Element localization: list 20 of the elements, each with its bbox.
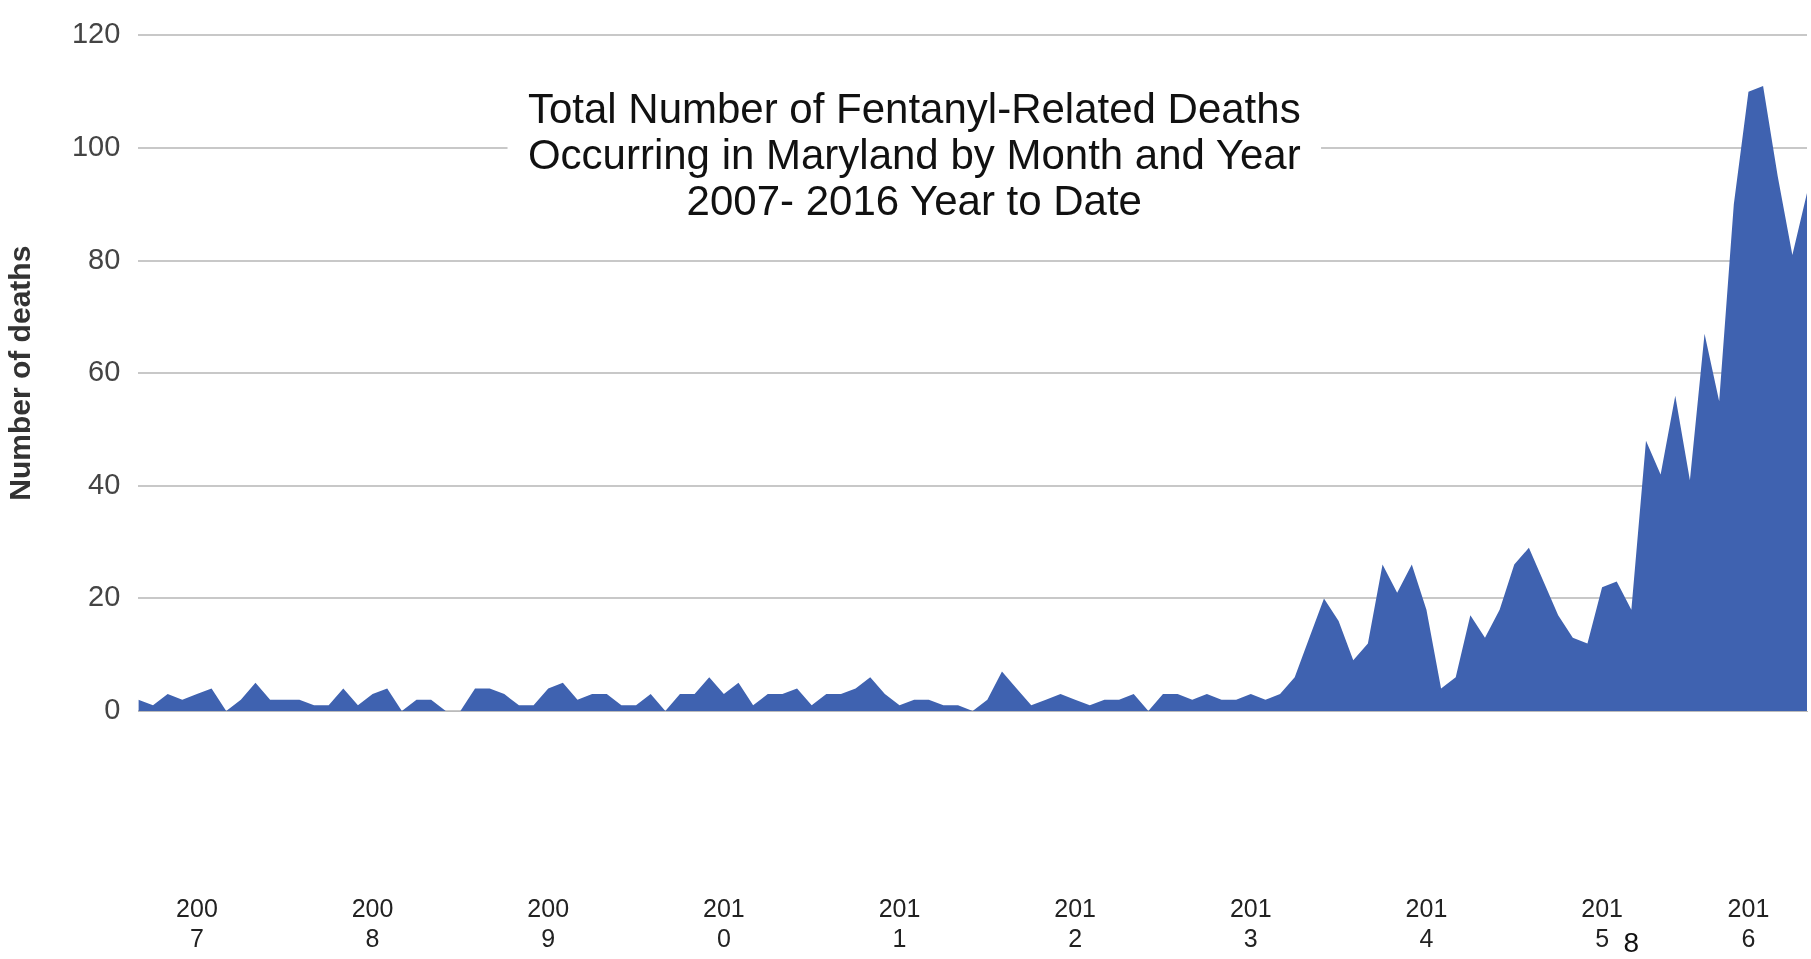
x-tick-label: 2007 — [176, 893, 218, 952]
y-tick-label: 120 — [71, 17, 121, 50]
y-tick-label: 20 — [88, 580, 121, 613]
x-tick-label: 2012 — [1054, 893, 1097, 952]
x-tick-label: 2014 — [1405, 893, 1448, 952]
x-tick-label: 2008 — [351, 893, 394, 952]
x-tick-label: 2011 — [878, 893, 921, 952]
y-tick-label: 0 — [104, 693, 121, 725]
y-tick-label: 60 — [88, 355, 121, 388]
y-tick-label: 40 — [88, 467, 121, 500]
x-tick-label: 2010 — [703, 893, 745, 952]
x-tick-label: 2013 — [1229, 893, 1272, 952]
text: 8 — [1623, 927, 1640, 958]
x-tick-label: 2009 — [527, 893, 570, 952]
y-tick-label: 100 — [71, 130, 121, 162]
x-tick-label: 2016 — [1727, 893, 1770, 952]
text: Total Number of Fentanyl-Related Deaths Occurring in Maryland by Month and Year 2007- 2016 Year to Date — [527, 84, 1301, 224]
y-tick-label: 80 — [88, 242, 121, 275]
x-tick-label: 2015 — [1581, 893, 1623, 952]
y-axis-title: Number of deaths — [3, 245, 37, 501]
